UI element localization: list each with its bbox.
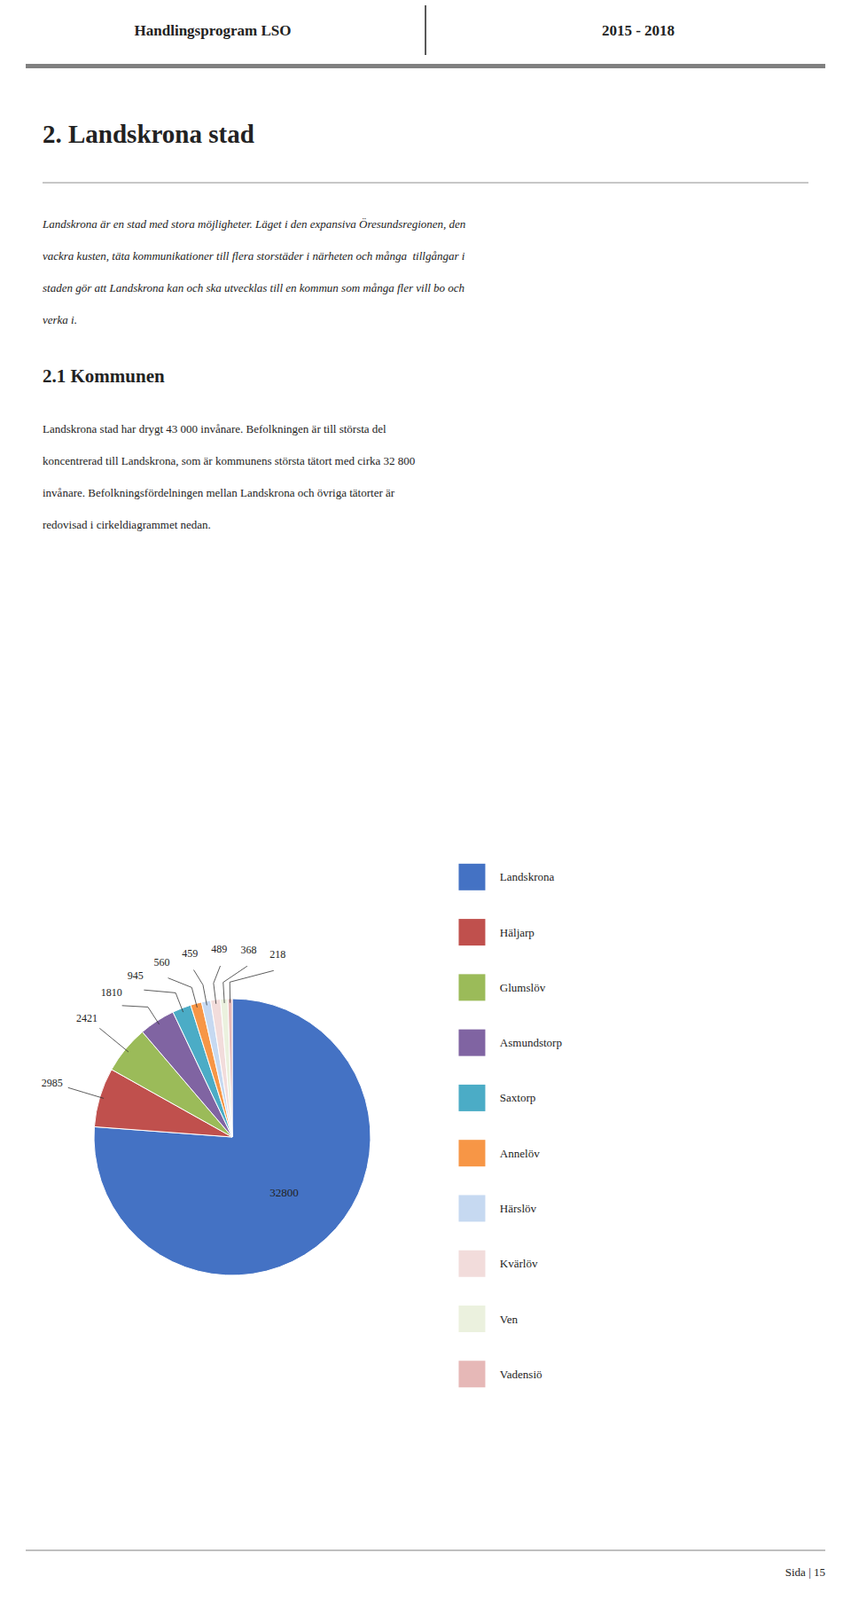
legend-entry: Landskrona	[499, 869, 555, 883]
legend-swatch	[458, 1139, 485, 1166]
leader-line	[168, 977, 198, 1008]
data-label: 560	[154, 955, 171, 969]
data-label: 368	[240, 943, 257, 956]
leader-line	[122, 1005, 160, 1024]
legend-swatch	[458, 1359, 485, 1387]
body-line: redovisad i cirkeldiagrammet nedan.	[42, 517, 211, 531]
content: 2. Landskrona stad Landskrona är en stad …	[41, 119, 809, 531]
legend-entry: Häljarp	[499, 925, 535, 939]
body-line: koncentrerad till Landskrona, som är kom…	[42, 453, 415, 468]
legend-entry: Glumslöv	[499, 980, 547, 994]
legend-entry: Annelöv	[499, 1146, 540, 1160]
pie-slice	[210, 999, 233, 1137]
pie-chart: 32800 2985 24211810 945 560 459 489 368 218	[41, 942, 371, 1275]
header-left: Handlingsprogram LSO	[134, 22, 292, 40]
header-right: 2015 - 2018	[601, 22, 675, 40]
leader-line	[229, 969, 274, 1002]
intro-line: verka i.	[42, 312, 78, 327]
leader-line	[193, 969, 207, 1006]
leader-line	[99, 1027, 129, 1052]
legend-swatch	[458, 1304, 485, 1332]
body-line: invånare. Befolkningsfördelningen mellan…	[42, 485, 396, 500]
data-label: 459	[181, 946, 198, 960]
legend-swatch	[458, 1029, 485, 1056]
legend-swatch	[458, 1084, 485, 1111]
pie-slice	[227, 998, 233, 1137]
legend-entry: Ven	[499, 1311, 519, 1326]
header-separator	[25, 63, 826, 69]
title-rule	[42, 181, 809, 183]
footer-rule	[25, 1549, 826, 1551]
legend-swatch	[458, 1249, 485, 1277]
data-label: 218	[269, 947, 286, 961]
legend-entry: Kvärlöv	[499, 1256, 539, 1270]
legend-swatch	[458, 863, 485, 891]
legend-entry: Saxtorp	[499, 1090, 536, 1104]
data-label: 32800	[269, 1185, 299, 1199]
data-labels: 32800 2985 24211810 945 560 459 489 368 218	[41, 942, 299, 1199]
legend-swatch	[458, 918, 485, 945]
intro-line: Landskrona är en stad med stora möjlighe…	[41, 217, 466, 231]
slices	[93, 998, 371, 1275]
intro-line: staden gör att Landskrona kan och ska ut…	[42, 281, 465, 295]
data-label: 489	[210, 942, 227, 955]
header: Handlingsprogram LSO 2015 - 2018	[25, 5, 826, 69]
footer: Sida | 15	[25, 1549, 826, 1578]
data-label: 1810	[101, 985, 123, 999]
leader-line	[143, 989, 183, 1012]
data-label: 2985	[41, 1076, 63, 1089]
pie-slice	[220, 998, 233, 1137]
legend-entry: Vadensiö	[499, 1366, 543, 1381]
pie-slice	[93, 998, 371, 1275]
section-title: 2.1 Kommunen	[42, 365, 165, 387]
leader-line	[68, 1086, 104, 1098]
body-line: Landskrona stad har drygt 43 000 invånar…	[42, 421, 387, 436]
leader-line	[213, 965, 221, 1004]
legend-swatch	[458, 973, 485, 1000]
page-title: 2. Landskrona stad	[42, 119, 255, 149]
leader-line	[223, 965, 248, 1003]
legend: Landskrona Häljarp Glumslöv Asmundstorp Saxt…	[458, 863, 562, 1387]
legend-swatch	[458, 1194, 485, 1221]
footer-text: Sida | 15	[785, 1564, 826, 1578]
legend-entry: Asmundstorp	[499, 1035, 563, 1049]
intro-line: vackra kusten, täta kommunikationer till…	[42, 249, 466, 263]
page: Handlingsprogram LSO 2015 - 2018 2. Landsk…	[0, 0, 851, 1600]
data-label: 945	[127, 968, 144, 982]
data-label: 2421	[76, 1011, 98, 1024]
header-divider	[424, 5, 427, 55]
legend-entry: Härslöv	[499, 1201, 538, 1215]
